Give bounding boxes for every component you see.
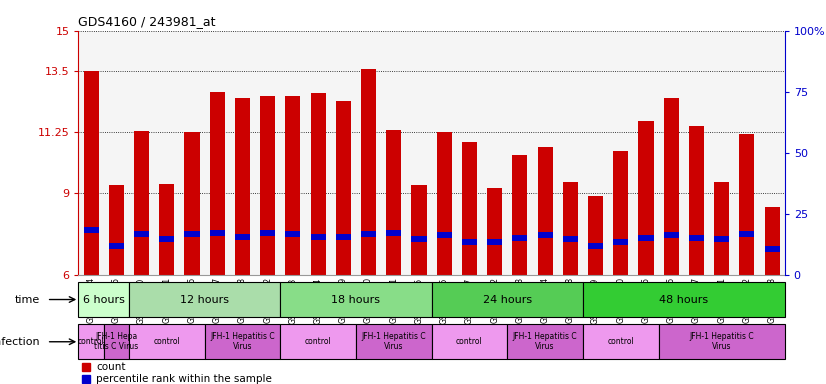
Bar [83,227,98,233]
Text: control: control [78,337,104,346]
Bar [83,71,98,275]
Bar [387,230,401,235]
Bar [538,147,553,275]
Text: JFH-1 Hepatitis C
Virus: JFH-1 Hepatitis C Virus [362,332,426,351]
FancyBboxPatch shape [78,324,104,359]
Bar [109,243,124,249]
Bar [538,232,553,238]
Text: control: control [154,337,180,346]
Bar [512,156,528,275]
Bar [411,237,426,242]
FancyBboxPatch shape [104,324,129,359]
Bar [210,230,225,235]
Bar [462,239,477,245]
Bar [159,184,174,275]
FancyBboxPatch shape [356,324,431,359]
Text: JFH-1 Hepatitis C
Virus: JFH-1 Hepatitis C Virus [690,332,754,351]
FancyBboxPatch shape [431,324,507,359]
Bar [311,93,325,275]
Bar [487,188,502,275]
Bar [387,130,401,275]
Bar [285,96,301,275]
Bar [613,239,629,245]
Bar [765,207,780,275]
Bar [437,232,452,238]
Text: percentile rank within the sample: percentile rank within the sample [96,374,272,384]
Text: count: count [96,361,126,372]
Bar [210,92,225,275]
Bar [134,131,149,275]
Bar [613,151,629,275]
Bar [765,246,780,252]
Bar [235,233,250,240]
Bar [714,237,729,242]
Text: 24 hours: 24 hours [482,295,532,305]
Bar [462,142,477,275]
Bar [260,96,275,275]
Bar [487,239,502,245]
Text: GDS4160 / 243981_at: GDS4160 / 243981_at [78,15,216,28]
Text: 6 hours: 6 hours [83,295,125,305]
Bar [184,231,200,237]
Bar [663,98,679,275]
FancyBboxPatch shape [507,324,583,359]
Bar [184,132,200,275]
Bar [512,235,528,241]
Text: time: time [14,295,40,305]
Bar [689,235,704,241]
Bar [689,126,704,275]
Bar [739,231,754,237]
FancyBboxPatch shape [280,324,356,359]
Bar [311,233,325,240]
FancyBboxPatch shape [280,282,431,317]
Bar [235,98,250,275]
Bar [361,231,376,237]
FancyBboxPatch shape [583,282,785,317]
Text: 18 hours: 18 hours [331,295,381,305]
Bar [563,237,578,242]
Bar [437,132,452,275]
Text: infection: infection [0,337,40,347]
Bar [335,233,351,240]
Bar [335,101,351,275]
Text: JFH-1 Hepa
titis C Virus: JFH-1 Hepa titis C Virus [94,332,139,351]
Bar [260,230,275,235]
FancyBboxPatch shape [658,324,785,359]
Bar [588,243,603,249]
Bar [638,121,653,275]
Bar [739,134,754,275]
Bar [563,182,578,275]
Bar [159,237,174,242]
Bar [285,231,301,237]
FancyBboxPatch shape [583,324,658,359]
Bar [109,185,124,275]
Bar [411,185,426,275]
Text: control: control [456,337,482,346]
Bar [714,182,729,275]
Bar [663,232,679,238]
FancyBboxPatch shape [205,324,280,359]
Text: 12 hours: 12 hours [180,295,229,305]
Text: control: control [607,337,634,346]
FancyBboxPatch shape [129,282,280,317]
Bar [638,235,653,241]
FancyBboxPatch shape [431,282,583,317]
FancyBboxPatch shape [129,324,205,359]
Bar [361,69,376,275]
FancyBboxPatch shape [78,282,129,317]
Bar [134,231,149,237]
Text: JFH-1 Hepatitis C
Virus: JFH-1 Hepatitis C Virus [513,332,577,351]
Bar [588,196,603,275]
Text: control: control [305,337,331,346]
Text: 48 hours: 48 hours [659,295,709,305]
Text: JFH-1 Hepatitis C
Virus: JFH-1 Hepatitis C Virus [210,332,275,351]
